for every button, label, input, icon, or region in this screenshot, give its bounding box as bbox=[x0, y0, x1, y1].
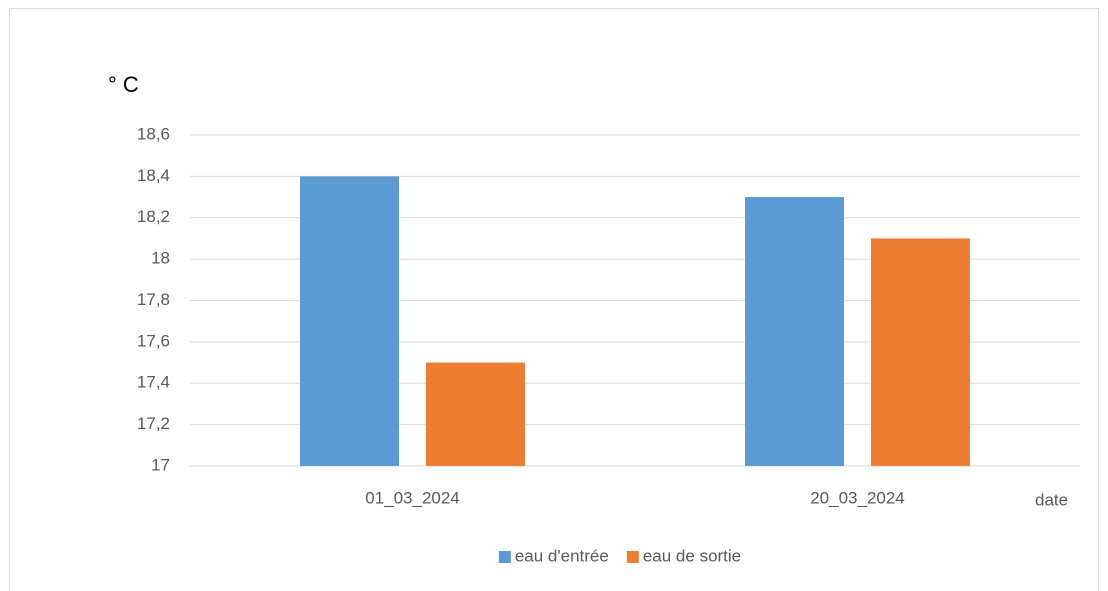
bar bbox=[745, 197, 844, 466]
bar bbox=[426, 362, 525, 466]
y-tick-label: 18,4 bbox=[137, 166, 170, 185]
x-axis-label: date bbox=[1035, 490, 1068, 509]
legend-swatch bbox=[626, 551, 639, 563]
y-tick-label: 18,2 bbox=[137, 207, 170, 226]
y-tick-label: 17 bbox=[151, 455, 170, 474]
bar bbox=[300, 176, 399, 466]
y-tick-label: 17,8 bbox=[137, 290, 170, 309]
y-tick-label: 18,6 bbox=[137, 124, 170, 143]
x-tick-label: 20_03_2024 bbox=[810, 488, 905, 507]
y-tick-label: 17,4 bbox=[137, 373, 170, 392]
bar bbox=[871, 238, 970, 466]
legend-label: eau de sortie bbox=[643, 546, 741, 565]
legend-label: eau d'entrée bbox=[515, 546, 609, 565]
y-axis-label: ° C bbox=[108, 72, 139, 97]
chart-border bbox=[9, 8, 1099, 591]
y-tick-label: 18 bbox=[151, 249, 170, 268]
y-tick-label: 17,2 bbox=[137, 414, 170, 433]
x-tick-label: 01_03_2024 bbox=[365, 488, 460, 507]
y-tick-label: 17,6 bbox=[137, 331, 170, 350]
legend-swatch bbox=[498, 551, 511, 563]
